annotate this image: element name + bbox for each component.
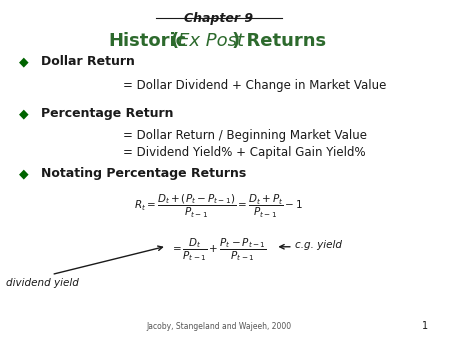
Text: ◆: ◆: [19, 107, 28, 120]
Text: = Dollar Return / Beginning Market Value: = Dollar Return / Beginning Market Value: [123, 129, 367, 142]
Text: Notating Percentage Returns: Notating Percentage Returns: [40, 167, 246, 180]
Text: Dollar Return: Dollar Return: [40, 55, 135, 68]
Text: $R_t = \dfrac{D_t + (P_t - P_{t-1})}{P_{t-1}} = \dfrac{D_t + P_t}{P_{t-1}} - 1$: $R_t = \dfrac{D_t + (P_t - P_{t-1})}{P_{…: [134, 192, 303, 219]
Text: c.g. yield: c.g. yield: [295, 240, 342, 250]
Text: (: (: [170, 31, 178, 50]
Text: = Dollar Dividend + Change in Market Value: = Dollar Dividend + Change in Market Val…: [123, 79, 387, 92]
Text: ◆: ◆: [19, 55, 28, 68]
Text: 1: 1: [422, 320, 428, 331]
Text: Chapter 9: Chapter 9: [184, 12, 253, 25]
Text: = Dividend Yield% + Capital Gain Yield%: = Dividend Yield% + Capital Gain Yield%: [123, 146, 366, 159]
Text: Jacoby, Stangeland and Wajeeh, 2000: Jacoby, Stangeland and Wajeeh, 2000: [146, 321, 292, 331]
Text: ) Returns: ) Returns: [232, 31, 326, 50]
Text: ◆: ◆: [19, 167, 28, 180]
Text: dividend yield: dividend yield: [6, 278, 79, 288]
Text: Ex Post: Ex Post: [178, 31, 243, 50]
Text: Percentage Return: Percentage Return: [40, 107, 173, 120]
Text: Historic: Historic: [108, 31, 186, 50]
Text: $= \dfrac{D_t}{P_{t-1}} + \dfrac{P_t - P_{t-1}}{P_{t-1}}$: $= \dfrac{D_t}{P_{t-1}} + \dfrac{P_t - P…: [171, 236, 267, 263]
